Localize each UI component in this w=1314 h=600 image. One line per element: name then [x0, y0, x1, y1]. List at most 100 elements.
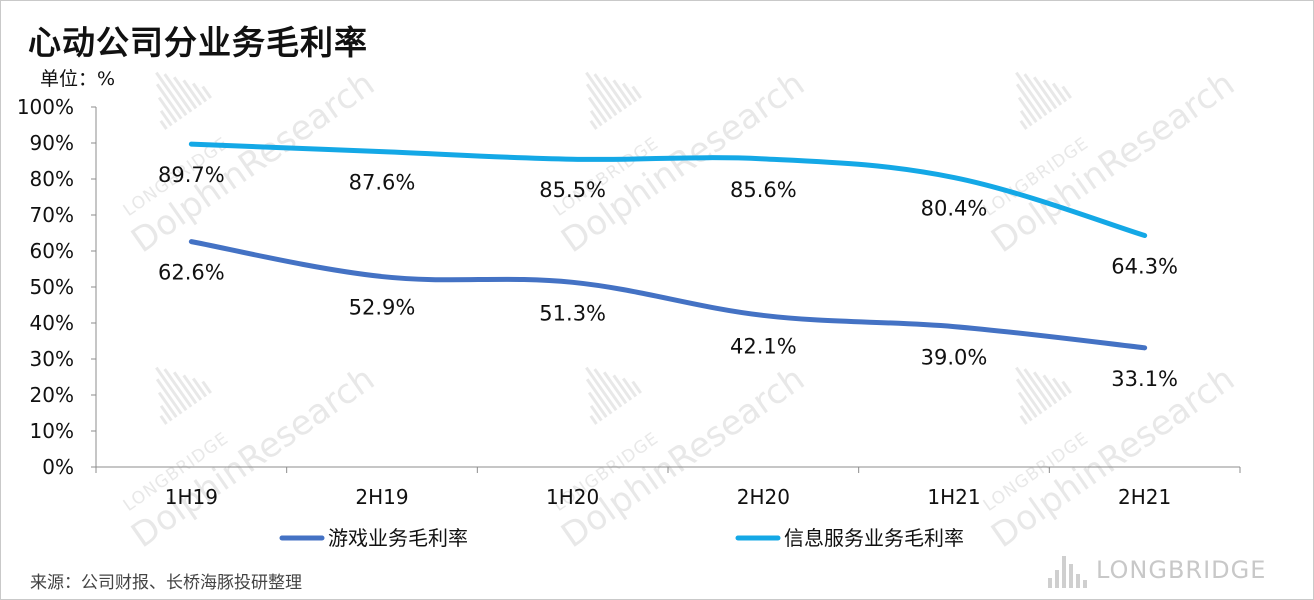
watermark-bar: [621, 377, 638, 398]
watermark-bar: [585, 378, 613, 415]
x-tick-label: 1H21: [927, 485, 980, 509]
x-tick-label: 2H19: [355, 485, 408, 509]
watermark-bar: [163, 368, 193, 408]
data-label-layer: 62.6% 52.9% 51.3% 42.1% 39.0% 33.1% 89.7% 87.6%…: [158, 163, 1178, 391]
legend-label: 游戏业务毛利率: [328, 526, 468, 550]
watermark-bar: [157, 96, 178, 123]
watermark-bar: [1032, 76, 1058, 110]
y-tick-label: 10%: [30, 419, 74, 443]
data-label: 85.5%: [539, 178, 606, 202]
watermark-bar: [163, 73, 193, 113]
watermark-bar: [201, 85, 212, 99]
watermark-bar: [172, 371, 198, 405]
legend-label: 信息服务业务毛利率: [784, 526, 964, 550]
watermark-bar: [159, 414, 168, 425]
y-tick-label: 70%: [30, 203, 74, 227]
watermark-bar: [1042, 79, 1063, 106]
watermark-bar: [621, 82, 638, 103]
watermark-bar: [191, 377, 208, 398]
watermark-bar: [172, 76, 198, 110]
data-label: 39.0%: [921, 346, 988, 370]
x-tick-label: 2H20: [737, 485, 790, 509]
watermark-bar: [589, 414, 598, 425]
x-tick-label: 1H19: [165, 485, 218, 509]
watermark-bar: [1019, 109, 1033, 127]
watermark-bar: [155, 71, 188, 117]
watermark-bar: [155, 378, 183, 415]
watermark-bar: [1015, 378, 1043, 415]
watermark-bar: [1015, 71, 1048, 117]
brand-name: LONGBRIDGE: [1096, 556, 1267, 584]
y-tick-label: 40%: [30, 311, 74, 335]
watermark-bar: [1042, 374, 1063, 401]
y-tick-label: 30%: [30, 347, 74, 371]
watermark-bar: [587, 96, 608, 123]
series-line: [188, 239, 1148, 351]
watermark-bar: [1015, 366, 1048, 412]
watermark-bar: [1019, 404, 1033, 422]
watermark-bar: [587, 391, 608, 418]
unit-label: 单位：%: [40, 68, 116, 90]
data-label: 51.3%: [539, 301, 606, 325]
data-label: 85.6%: [730, 178, 797, 202]
watermark-bar: [182, 374, 203, 401]
watermark-bar: [612, 79, 633, 106]
data-label: 62.6%: [158, 261, 225, 285]
watermark-bar: [1051, 82, 1068, 103]
watermark-bar: [1051, 377, 1068, 398]
data-label: 64.3%: [1111, 255, 1178, 279]
watermark-bar: [1023, 368, 1053, 408]
watermark-bar: [1015, 83, 1043, 120]
x-tick-label: 1H20: [546, 485, 599, 509]
watermark-bar: [1017, 96, 1038, 123]
watermark-bar: [585, 71, 618, 117]
y-tick-label: 60%: [30, 239, 74, 263]
x-tick-label: 2H21: [1118, 485, 1171, 509]
source-note: 来源：公司财报、长桥海豚投研整理: [30, 573, 302, 593]
y-tick-label: 0%: [42, 455, 74, 479]
series-line: [188, 141, 1148, 239]
y-tick-label: 90%: [30, 131, 74, 155]
watermark-bar: [155, 83, 183, 120]
watermark-bar: [593, 73, 623, 113]
watermark-bar: [155, 366, 188, 412]
data-label: 89.7%: [158, 163, 225, 187]
watermark-bar: [201, 380, 212, 394]
watermark-bar: [157, 391, 178, 418]
data-label: 42.1%: [730, 334, 797, 358]
y-tick-label: 50%: [30, 275, 74, 299]
watermark-bar: [589, 119, 598, 130]
watermark-bar: [182, 79, 203, 106]
data-label: 52.9%: [349, 296, 416, 320]
watermark-bar: [1023, 73, 1053, 113]
watermark-bar: [589, 109, 603, 127]
brand-bars-icon: [1048, 556, 1087, 588]
watermark-bar: [1017, 391, 1038, 418]
series-layer: [188, 141, 1148, 351]
y-tick-label: 80%: [30, 167, 74, 191]
watermark-bar: [585, 83, 613, 120]
chart-title: 心动公司分业务毛利率: [28, 23, 368, 62]
data-label: 87.6%: [349, 171, 416, 195]
watermark-bar: [1061, 380, 1072, 394]
axes: 0% 10% 20% 30% 40% 50% 60% 70% 80% 90% 100% 1H19 2H1…: [17, 95, 1241, 509]
watermark-bar: [159, 109, 173, 127]
watermark-bar: [602, 371, 628, 405]
legend: 游戏业务毛利率 信息服务业务毛利率: [279, 526, 964, 550]
watermark-bar: [159, 404, 173, 422]
brand-logo: LONGBRIDGE: [1046, 548, 1296, 588]
watermark-bar: [612, 374, 633, 401]
data-label: 80.4%: [921, 197, 988, 221]
watermark-bar: [593, 368, 623, 408]
watermark-bar: [1061, 85, 1072, 99]
y-tick-label: 100%: [17, 95, 74, 119]
watermark-bar: [159, 119, 168, 130]
watermark-bar: [1019, 119, 1028, 130]
watermark-bar: [191, 82, 208, 103]
